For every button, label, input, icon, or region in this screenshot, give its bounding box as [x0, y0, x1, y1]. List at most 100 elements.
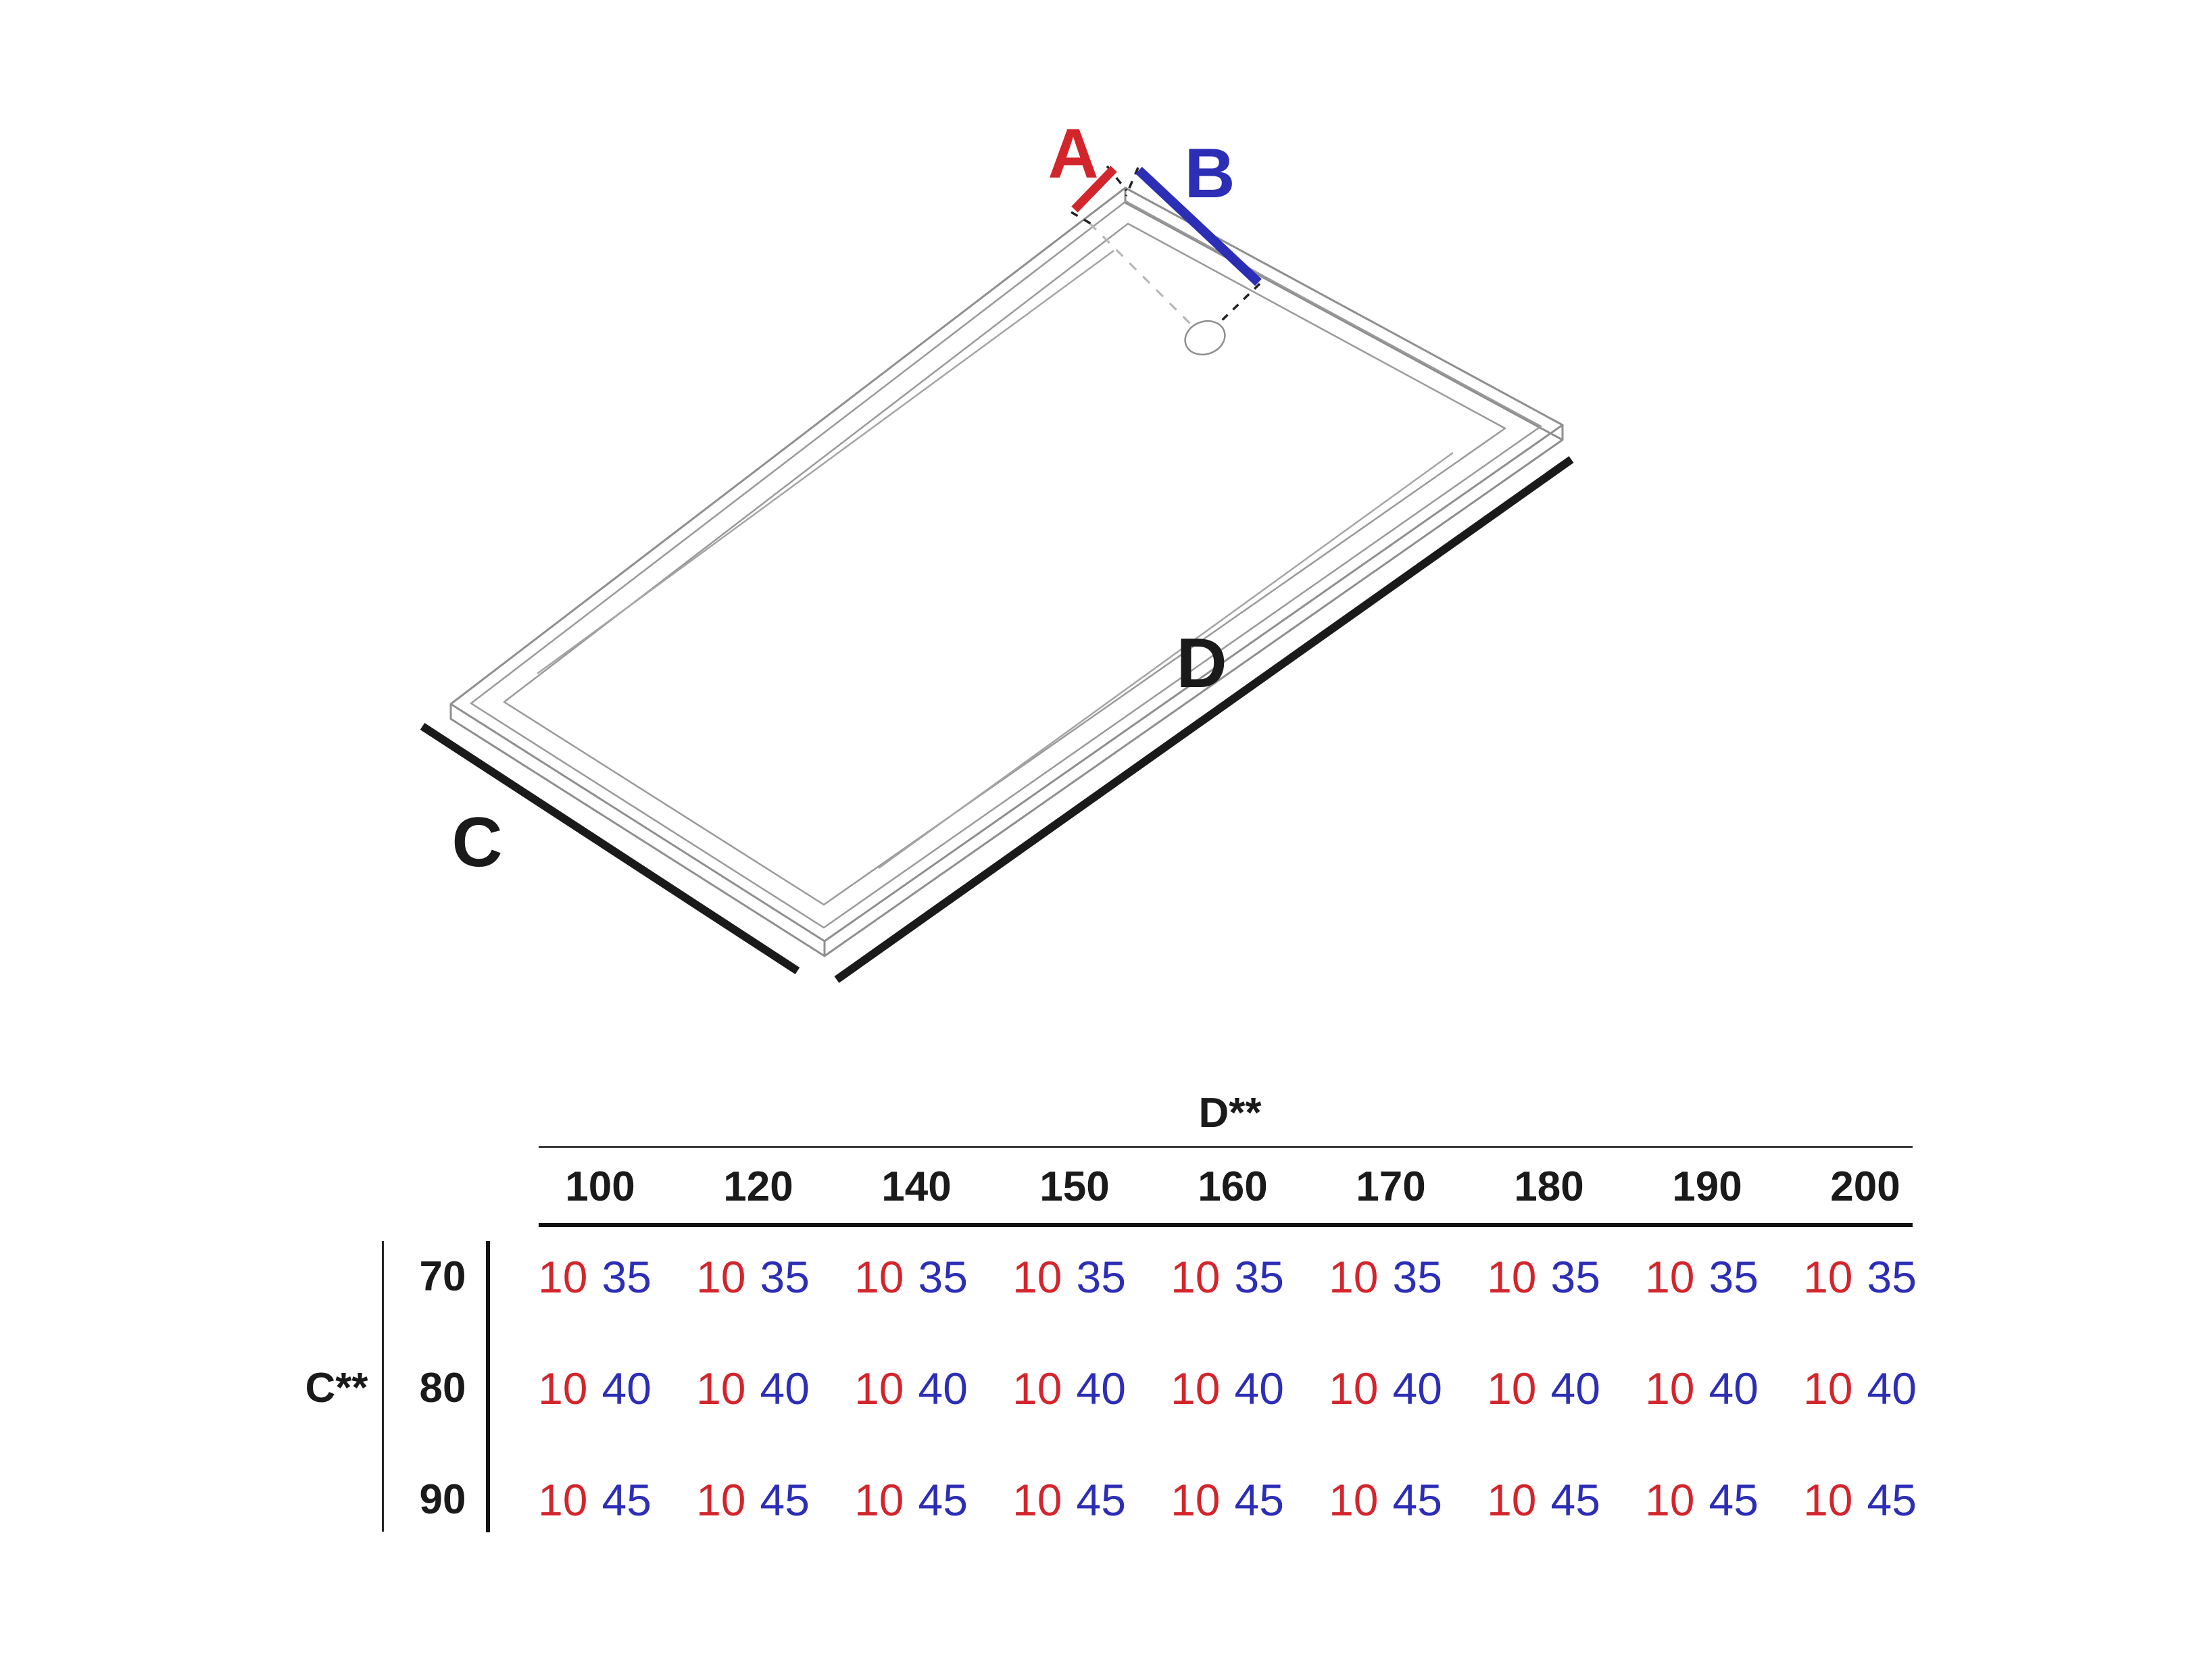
table-cell: 10 45 — [1781, 1478, 1939, 1522]
cell-value-depth: 45 — [1867, 1475, 1917, 1525]
cell-value-depth: 40 — [1076, 1363, 1126, 1413]
table-cell: 10 45 — [516, 1478, 674, 1522]
table-cell: 10 45 — [1623, 1478, 1781, 1522]
cell-value-depth: 40 — [601, 1363, 652, 1413]
table-cell: 10 35 — [1781, 1255, 1939, 1299]
table-cell: 10 40 — [674, 1366, 832, 1411]
dim-line-d — [834, 456, 1574, 983]
cell-value-height: 10 — [854, 1475, 904, 1525]
cell-value-height: 10 — [1645, 1475, 1695, 1525]
table-cell: 10 35 — [1148, 1255, 1306, 1299]
tray-rim-inner-edge — [470, 200, 1542, 929]
cell-value-height: 10 — [1803, 1363, 1853, 1413]
cell-value-depth: 35 — [1550, 1252, 1600, 1302]
cell-value-depth: 40 — [918, 1363, 968, 1413]
cell-value-height: 10 — [538, 1363, 588, 1413]
cell-value-height: 10 — [696, 1475, 746, 1525]
cell-value-depth: 45 — [1076, 1475, 1126, 1525]
dim-line-b — [1135, 166, 1262, 286]
table-top-rule — [539, 1146, 1913, 1148]
table-cell: 10 40 — [1623, 1366, 1781, 1411]
label-a: A — [1048, 115, 1099, 193]
table-cell: 10 40 — [1465, 1366, 1623, 1411]
cell-value-height: 10 — [1329, 1475, 1379, 1525]
cell-value-height: 10 — [538, 1475, 588, 1525]
column-group-label: D** — [1198, 1090, 1262, 1136]
label-b: B — [1184, 134, 1235, 213]
cell-value-height: 10 — [696, 1363, 746, 1413]
cell-value-depth: 40 — [1234, 1363, 1284, 1413]
cell-value-height: 10 — [1487, 1252, 1537, 1302]
cell-value-depth: 35 — [601, 1252, 652, 1302]
cell-value-height: 10 — [1329, 1252, 1379, 1302]
cell-value-height: 10 — [1171, 1252, 1221, 1302]
cell-value-depth: 35 — [1392, 1252, 1442, 1302]
row-label-left-rule — [382, 1241, 384, 1532]
cell-value-height: 10 — [1803, 1475, 1853, 1525]
table-cell: 10 40 — [1781, 1366, 1939, 1411]
cell-value-depth: 45 — [1550, 1475, 1600, 1525]
table-row: 10 45 10 45 10 45 10 45 10 45 10 45 10 45 10 45 10 45 — [521, 1466, 1944, 1534]
column-header: 120 — [723, 1163, 793, 1210]
cell-value-height: 10 — [854, 1363, 904, 1413]
table-cell: 10 35 — [832, 1255, 990, 1299]
cell-value-depth: 35 — [1867, 1252, 1917, 1302]
cell-value-depth: 40 — [1709, 1363, 1759, 1413]
cell-value-depth: 35 — [1709, 1252, 1759, 1302]
cell-value-height: 10 — [1329, 1363, 1379, 1413]
cell-value-height: 10 — [1171, 1363, 1221, 1413]
cell-value-depth: 35 — [918, 1252, 968, 1302]
slope-crease-nw — [537, 249, 1114, 675]
cell-value-height: 10 — [1012, 1363, 1062, 1413]
table-cell: 10 40 — [832, 1366, 990, 1411]
cell-value-depth: 45 — [918, 1475, 968, 1525]
cell-value-depth: 40 — [760, 1363, 810, 1413]
table-cell: 10 45 — [1306, 1478, 1465, 1522]
drain-hole — [1184, 320, 1226, 356]
table-cell: 10 45 — [832, 1478, 990, 1522]
column-header: 140 — [881, 1163, 952, 1210]
slope-crease-se — [878, 451, 1454, 870]
table-cell: 10 35 — [1465, 1255, 1623, 1299]
cell-value-depth: 35 — [760, 1252, 810, 1302]
column-header: 150 — [1039, 1163, 1110, 1210]
cell-value-height: 10 — [538, 1252, 588, 1302]
row-header: 70 — [419, 1253, 466, 1300]
cell-value-height: 10 — [1645, 1363, 1695, 1413]
column-header-row: 100 120 140 150 160 170 180 190 200 — [521, 1149, 1944, 1224]
cell-value-depth: 45 — [1392, 1475, 1442, 1525]
table-cell: 10 35 — [990, 1255, 1148, 1299]
cell-value-depth: 45 — [760, 1475, 810, 1525]
cell-value-depth: 40 — [1392, 1363, 1442, 1413]
table-cell: 10 35 — [1623, 1255, 1781, 1299]
cell-value-height: 10 — [1012, 1252, 1062, 1302]
drain-centerline-dashed — [1088, 222, 1192, 326]
table-cell: 10 40 — [1148, 1366, 1306, 1411]
table-cell: 10 40 — [516, 1366, 674, 1411]
column-header: 100 — [565, 1163, 635, 1210]
table-cell: 10 35 — [674, 1255, 832, 1299]
cell-value-height: 10 — [1803, 1252, 1853, 1302]
cell-value-height: 10 — [1487, 1475, 1537, 1525]
table-cell: 10 45 — [1148, 1478, 1306, 1522]
table-row: 10 40 10 40 10 40 10 40 10 40 10 40 10 40 10 40 10 40 — [521, 1355, 1944, 1422]
row-label-right-rule — [486, 1241, 490, 1532]
dim-line-a — [1071, 166, 1117, 213]
cell-value-height: 10 — [1487, 1363, 1537, 1413]
table-header-rule — [539, 1223, 1913, 1227]
cell-value-depth: 45 — [1709, 1475, 1759, 1525]
row-group-label: C** — [305, 1365, 368, 1411]
table-cell: 10 45 — [990, 1478, 1148, 1522]
column-header: 170 — [1356, 1163, 1426, 1210]
cell-value-depth: 35 — [1076, 1252, 1126, 1302]
cell-value-depth: 35 — [1234, 1252, 1284, 1302]
table-cell: 10 45 — [1465, 1478, 1623, 1522]
table-cell: 10 40 — [990, 1366, 1148, 1411]
cell-value-height: 10 — [854, 1252, 904, 1302]
cell-value-height: 10 — [1645, 1252, 1695, 1302]
table-cell: 10 45 — [674, 1478, 832, 1522]
row-header: 80 — [419, 1365, 466, 1411]
table-cell: 10 35 — [1306, 1255, 1465, 1299]
